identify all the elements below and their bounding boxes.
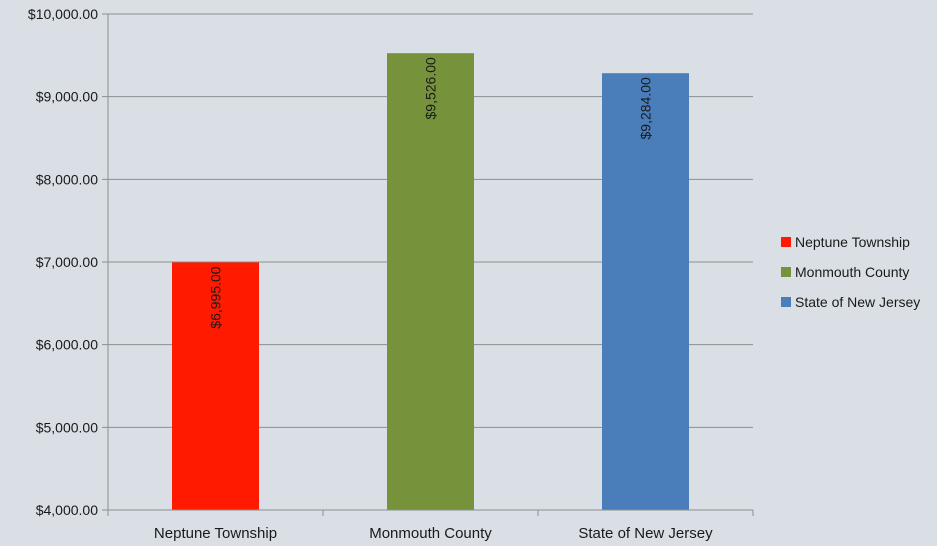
x-tick-label: State of New Jersey [578, 525, 713, 542]
y-tick-label: $4,000.00 [36, 502, 98, 518]
y-tick-label: $10,000.00 [28, 6, 98, 22]
legend-swatch [781, 237, 791, 247]
legend-swatch [781, 297, 791, 307]
data-label: $9,526.00 [423, 57, 439, 119]
bar-state-of-new-jersey [602, 73, 689, 510]
data-label: $6,995.00 [208, 266, 224, 328]
y-tick-label: $7,000.00 [36, 254, 98, 270]
y-tick-label: $5,000.00 [36, 419, 98, 435]
legend: Neptune Township Monmouth County State of … [781, 234, 920, 310]
x-tick-label: Monmouth County [369, 525, 492, 542]
legend-label: Neptune Township [795, 234, 910, 250]
bar-monmouth-county [387, 53, 474, 511]
y-tick-label: $6,000.00 [36, 337, 98, 353]
legend-label: Monmouth County [795, 264, 909, 280]
y-tick-label: $8,000.00 [36, 171, 98, 187]
legend-swatch [781, 267, 791, 277]
bar-neptune-township [172, 262, 259, 510]
data-label: $9,284.00 [638, 77, 654, 139]
legend-label: State of New Jersey [795, 294, 920, 310]
bars [172, 53, 689, 511]
labels: $4,000.00 $5,000.00 $6,000.00 $7,000.00 $8,0… [28, 6, 713, 542]
axes [107, 14, 754, 516]
y-tick-label: $9,000.00 [36, 89, 98, 105]
x-tick-label: Neptune Township [154, 525, 277, 542]
